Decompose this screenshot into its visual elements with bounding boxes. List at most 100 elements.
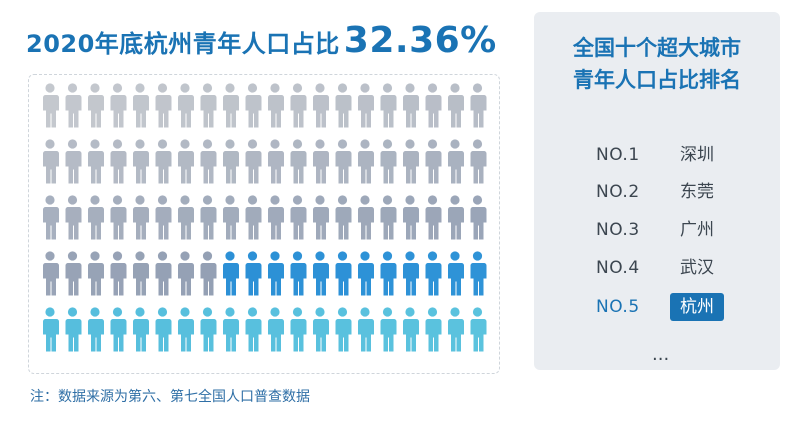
person-icon: [65, 83, 82, 128]
person-icon: [268, 195, 284, 240]
rank-city: 武汉: [680, 258, 714, 278]
person-icon: [358, 307, 374, 352]
person-icon: [245, 139, 262, 184]
data-source-note: 注：数据来源为第六、第七全国人口普查数据: [30, 389, 310, 405]
person-icon: [65, 307, 82, 352]
person-icon: [223, 83, 239, 128]
person-icon: [425, 195, 442, 240]
person-icon: [110, 139, 127, 184]
people-pictogram: [28, 74, 500, 374]
person-icon: [88, 307, 104, 352]
person-icon: [470, 251, 487, 296]
person-icon: [358, 83, 374, 128]
person-icon: [178, 251, 194, 296]
person-icon: [245, 251, 262, 296]
person-icon: [43, 139, 59, 184]
rank-number: NO.3: [596, 220, 640, 240]
person-icon: [245, 307, 262, 352]
person-icon: [43, 83, 59, 128]
person-icon: [403, 139, 419, 184]
person-icon: [470, 83, 487, 128]
person-icon: [403, 251, 419, 296]
ranking-item-highlighted: NO.5 杭州: [596, 292, 724, 322]
person-icon: [403, 195, 419, 240]
person-icon: [380, 139, 397, 184]
person-icon: [268, 83, 284, 128]
title-text: 2020年底杭州青年人口占比: [26, 30, 340, 58]
person-icon: [223, 307, 239, 352]
person-icon: [403, 307, 419, 352]
person-icon: [290, 251, 307, 296]
person-icon: [223, 139, 239, 184]
person-icon: [425, 83, 442, 128]
person-icon: [110, 307, 127, 352]
person-icon: [200, 307, 217, 352]
ranking-title-line1: 全国十个超大城市: [573, 36, 741, 60]
people-pictogram-svg: [43, 83, 487, 352]
person-icon: [155, 139, 172, 184]
person-icon: [43, 251, 59, 296]
person-icon: [380, 195, 397, 240]
person-icon: [200, 83, 217, 128]
ranking-item: NO.2 东莞: [596, 177, 724, 207]
ranking-item: NO.1 深圳: [596, 140, 724, 170]
person-icon: [268, 251, 284, 296]
person-icon: [380, 307, 397, 352]
person-icon: [110, 83, 127, 128]
person-icon: [335, 83, 352, 128]
person-icon: [88, 83, 104, 128]
rank-number: NO.4: [596, 258, 640, 278]
person-icon: [448, 251, 464, 296]
rank-number: NO.1: [596, 145, 640, 165]
person-icon: [380, 83, 397, 128]
person-icon: [403, 83, 419, 128]
person-icon: [155, 195, 172, 240]
person-icon: [335, 307, 352, 352]
ranking-panel: 全国十个超大城市 青年人口占比排名 NO.1 深圳 NO.2 东莞 NO.3 广…: [534, 12, 780, 370]
person-icon: [110, 195, 127, 240]
person-icon: [178, 195, 194, 240]
person-icon: [245, 195, 262, 240]
rank-number: NO.2: [596, 182, 640, 202]
person-icon: [313, 195, 329, 240]
person-icon: [448, 139, 464, 184]
person-icon: [88, 251, 104, 296]
person-icon: [65, 195, 82, 240]
person-icon: [313, 307, 329, 352]
person-icon: [155, 307, 172, 352]
person-icon: [43, 195, 59, 240]
person-icon: [335, 251, 352, 296]
person-icon: [178, 307, 194, 352]
rank-city: 东莞: [680, 182, 714, 202]
page-title: 2020年底杭州青年人口占比 32.36%: [26, 20, 497, 64]
rank-city: 广州: [680, 220, 714, 240]
person-icon: [133, 195, 149, 240]
person-icon: [290, 83, 307, 128]
person-icon: [335, 195, 352, 240]
person-icon: [43, 307, 59, 352]
person-icon: [245, 83, 262, 128]
person-icon: [88, 195, 104, 240]
person-icon: [178, 139, 194, 184]
person-icon: [133, 83, 149, 128]
person-icon: [470, 307, 487, 352]
person-icon: [155, 83, 172, 128]
person-icon: [200, 195, 217, 240]
person-icon: [133, 307, 149, 352]
person-icon: [65, 139, 82, 184]
person-icon: [155, 251, 172, 296]
ranking-title: 全国十个超大城市 青年人口占比排名: [534, 32, 780, 96]
person-icon: [448, 307, 464, 352]
person-icon: [335, 139, 352, 184]
person-icon: [290, 307, 307, 352]
rank-city-badge: 杭州: [670, 293, 724, 321]
person-icon: [470, 195, 487, 240]
person-icon: [448, 195, 464, 240]
ranking-item: NO.4 武汉: [596, 253, 724, 283]
person-icon: [425, 307, 442, 352]
title-percentage: 32.36%: [343, 20, 497, 61]
person-icon: [313, 139, 329, 184]
person-icon: [358, 251, 374, 296]
person-icon: [268, 307, 284, 352]
person-icon: [313, 83, 329, 128]
